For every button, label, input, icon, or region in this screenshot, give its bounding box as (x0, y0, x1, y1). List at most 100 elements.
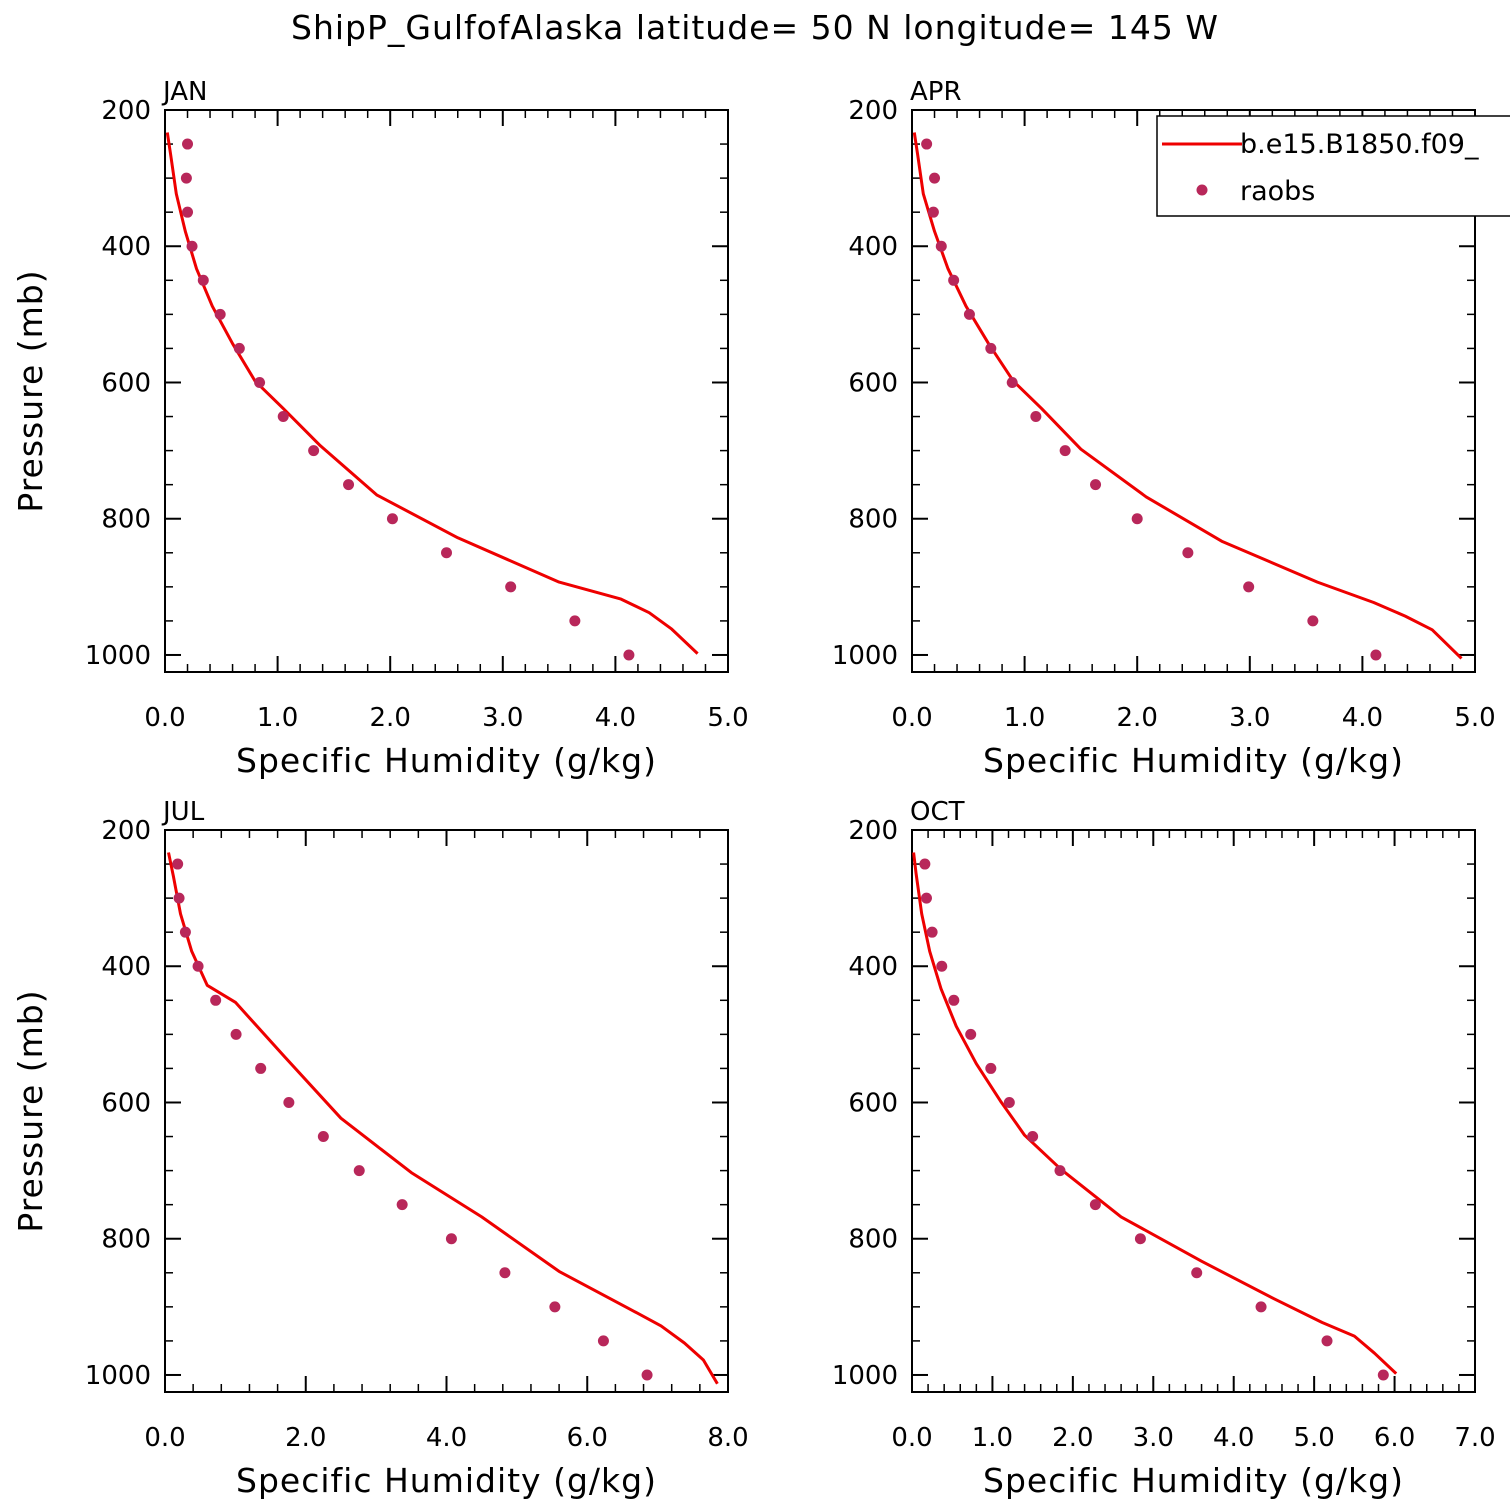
obs-point (1030, 411, 1042, 423)
obs-point (180, 172, 192, 184)
x-tick-label: 2.0 (370, 703, 411, 733)
obs-point (308, 445, 320, 457)
x-tick-label: 7.0 (1454, 1423, 1495, 1453)
y-tick-label: 400 (848, 232, 898, 262)
obs-point (948, 274, 960, 286)
panel-label: JUL (161, 797, 205, 827)
x-tick-label: 2.0 (1117, 703, 1158, 733)
obs-point (179, 926, 191, 938)
obs-point (569, 615, 581, 627)
obs-point (1059, 445, 1071, 457)
plot-frame (164, 829, 729, 1393)
x-tick-label: 5.0 (707, 703, 748, 733)
plot-frame (911, 109, 1476, 673)
obs-point (1255, 1301, 1267, 1313)
x-axis-label: Specific Humidity (g/kg) (983, 741, 1404, 780)
y-tick-label: 400 (101, 952, 151, 982)
x-tick-label: 4.0 (426, 1423, 467, 1453)
obs-point (210, 994, 222, 1006)
x-tick-label: 0.0 (891, 703, 932, 733)
obs-point (182, 206, 194, 218)
y-tick-label: 800 (101, 505, 151, 535)
panel-apr: 200 400 600 800 1000 0.0 1.0 2.0 3.0 4.0 5.0 APR Spe… (832, 77, 1510, 780)
x-tick-label: 1.0 (257, 703, 298, 733)
panel-label: APR (910, 77, 962, 107)
legend-model-label: b.e15.B1850.f09_ (1240, 129, 1479, 160)
x-tick-label: 0.0 (144, 703, 185, 733)
model-line (165, 132, 699, 655)
obs-point (283, 1096, 295, 1108)
obs-point (343, 479, 355, 491)
obs-point (1134, 1233, 1146, 1245)
x-tick-label: 1.0 (1004, 703, 1045, 733)
x-tick-label: 3.0 (482, 703, 523, 733)
obs-point (386, 513, 398, 525)
y-tick-label: 200 (101, 816, 151, 846)
x-tick-label: 6.0 (1374, 1423, 1415, 1453)
y-tick-label: 1000 (85, 1361, 151, 1391)
x-tick-label: 8.0 (707, 1423, 748, 1453)
obs-point (396, 1199, 408, 1211)
obs-point (441, 547, 452, 559)
obs-point (549, 1301, 561, 1313)
x-axis-label: Specific Humidity (g/kg) (236, 1461, 657, 1500)
obs-point (963, 308, 975, 320)
obs-point (1243, 581, 1255, 593)
obs-point (926, 926, 938, 938)
panel-label: JAN (161, 77, 207, 107)
plot-frame (911, 829, 1476, 1393)
obs-point (505, 581, 517, 593)
obs-point (985, 342, 997, 354)
obs-point (1370, 649, 1382, 661)
y-tick-label: 200 (848, 96, 898, 126)
plot-frame (164, 109, 729, 673)
y-tick-label: 1000 (832, 1361, 898, 1391)
obs-point (353, 1165, 365, 1177)
y-tick-label: 600 (848, 368, 898, 398)
obs-point (182, 138, 194, 150)
panel-jul: 200 400 600 800 1000 0.0 2.0 4.0 6.0 8.0 JUL Specif… (11, 797, 749, 1500)
y-tick-label: 800 (848, 505, 898, 535)
x-tick-label: 3.0 (1229, 703, 1270, 733)
obs-point (277, 411, 289, 423)
x-axis-label: Specific Humidity (g/kg) (236, 741, 657, 780)
obs-point (173, 892, 185, 904)
y-tick-label: 800 (848, 1225, 898, 1255)
y-tick-label: 600 (101, 1088, 151, 1118)
obs-point (499, 1267, 511, 1279)
obs-point (927, 206, 939, 218)
obs-point (623, 649, 635, 661)
obs-point (1027, 1131, 1039, 1143)
obs-point (1006, 376, 1018, 388)
x-tick-label: 5.0 (1293, 1423, 1334, 1453)
obs-point (1054, 1165, 1066, 1177)
obs-point (254, 376, 266, 388)
obs-point (1377, 1369, 1389, 1381)
obs-point (197, 274, 209, 286)
x-tick-label: 0.0 (891, 1423, 932, 1453)
obs-point (936, 960, 948, 972)
legend-obs-label: raobs (1240, 176, 1315, 207)
x-tick-label: 6.0 (567, 1423, 608, 1453)
model-line (912, 132, 1463, 660)
x-tick-label: 1.0 (972, 1423, 1013, 1453)
obs-point (929, 172, 941, 184)
model-line (912, 852, 1398, 1375)
panel-oct: 200 400 600 800 1000 0.0 1.0 2.0 3.0 4.0 5.0 6.0 7.0… (832, 797, 1496, 1500)
x-tick-label: 4.0 (1342, 703, 1383, 733)
obs-point (985, 1062, 997, 1074)
obs-point (1089, 1199, 1101, 1211)
obs-point (919, 858, 931, 870)
obs-point (921, 138, 933, 150)
y-tick-label: 1000 (85, 641, 151, 671)
model-line (167, 852, 719, 1385)
x-tick-label: 3.0 (1133, 1423, 1174, 1453)
figure-title: ShipP_GulfofAlaska latitude= 50 N longit… (291, 8, 1219, 47)
y-tick-label: 600 (848, 1088, 898, 1118)
obs-point (230, 1028, 242, 1040)
obs-point (1321, 1335, 1333, 1347)
obs-point (1131, 513, 1143, 525)
y-tick-label: 1000 (832, 641, 898, 671)
obs-point (948, 994, 960, 1006)
